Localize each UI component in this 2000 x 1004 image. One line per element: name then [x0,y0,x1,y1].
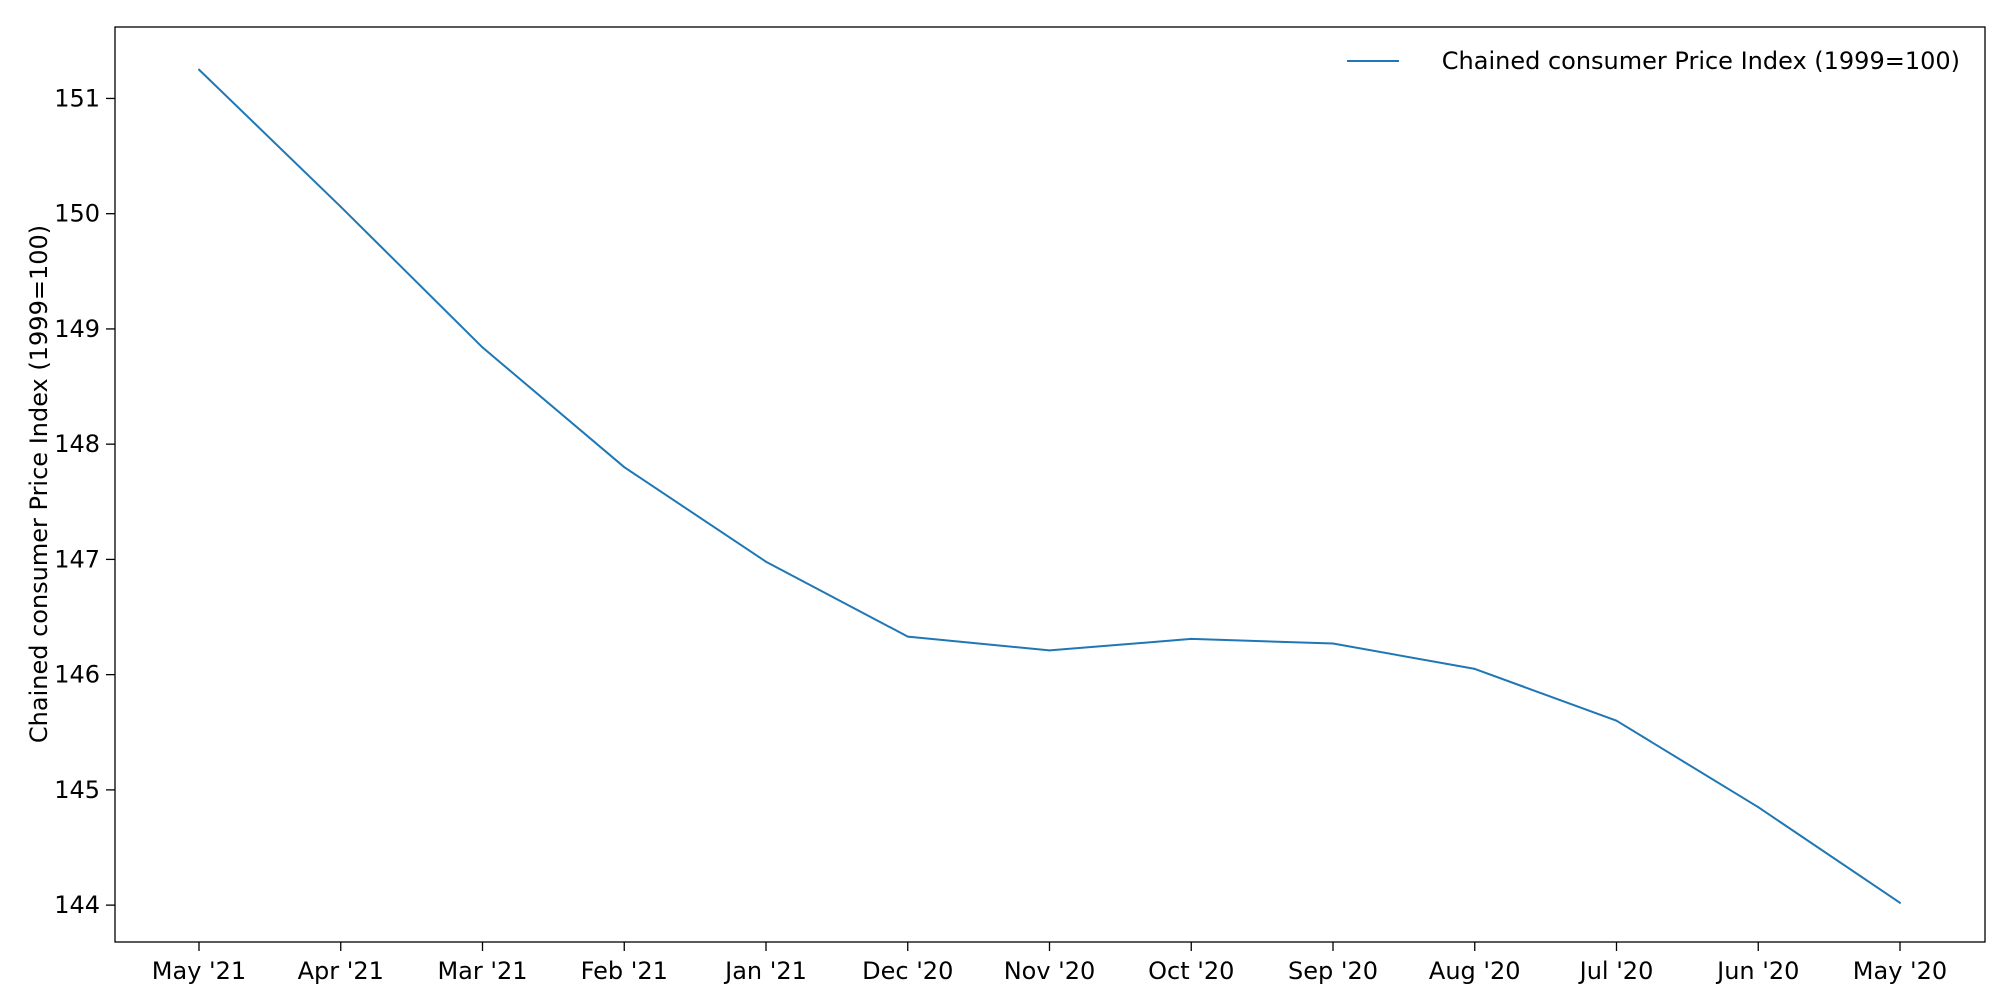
y-axis: 144 145 146 147 148 149 150 151 [54,84,115,919]
data-point [906,635,909,638]
x-tick-label: Mar '21 [437,957,527,985]
y-tick-label: 144 [54,891,100,919]
data-point [1899,901,1901,904]
legend-label: Chained consumer Price Index (1999=100) [1442,47,1960,75]
data-point [765,560,767,563]
data-point [1048,649,1051,652]
y-tick-label: 150 [54,200,100,228]
data-point [1190,637,1193,640]
y-tick-label: 146 [54,661,100,689]
x-tick-label: Oct '20 [1148,957,1234,985]
x-tick-label: May '21 [152,957,246,985]
x-tick-label: Aug '20 [1429,957,1521,985]
x-tick-label: Jul '20 [1578,957,1654,985]
data-point [339,205,342,208]
legend: Chained consumer Price Index (1999=100) [1347,47,1960,75]
x-tick-label: Sep '20 [1288,957,1378,985]
data-point [1473,667,1476,670]
y-tick-label: 147 [54,545,100,573]
x-axis: May '21 Apr '21 Mar '21 Feb '21 Jan '21 Dec '… [152,942,1947,985]
x-tick-label: Jun '20 [1715,957,1799,985]
y-tick-label: 145 [54,776,100,804]
data-point [623,466,626,469]
plot-frame [114,26,1986,943]
y-axis-label: Chained consumer Price Index (1999=100) [25,225,53,743]
data-point [1332,642,1334,645]
series-layer [198,68,1901,904]
x-tick-label: Apr '21 [298,957,384,985]
x-tick-label: Jan '21 [723,957,807,985]
data-point [198,68,200,71]
y-tick-label: 148 [54,430,100,458]
y-tick-label: 151 [54,84,100,112]
x-tick-label: Feb '21 [581,957,668,985]
plot-area [115,27,1985,942]
x-tick-label: May '20 [1853,957,1947,985]
x-tick-label: Dec '20 [862,957,953,985]
data-point [1615,719,1618,722]
x-tick-label: Nov '20 [1004,957,1096,985]
data-point [481,346,484,349]
y-tick-label: 149 [54,315,100,343]
data-point [1757,806,1760,809]
